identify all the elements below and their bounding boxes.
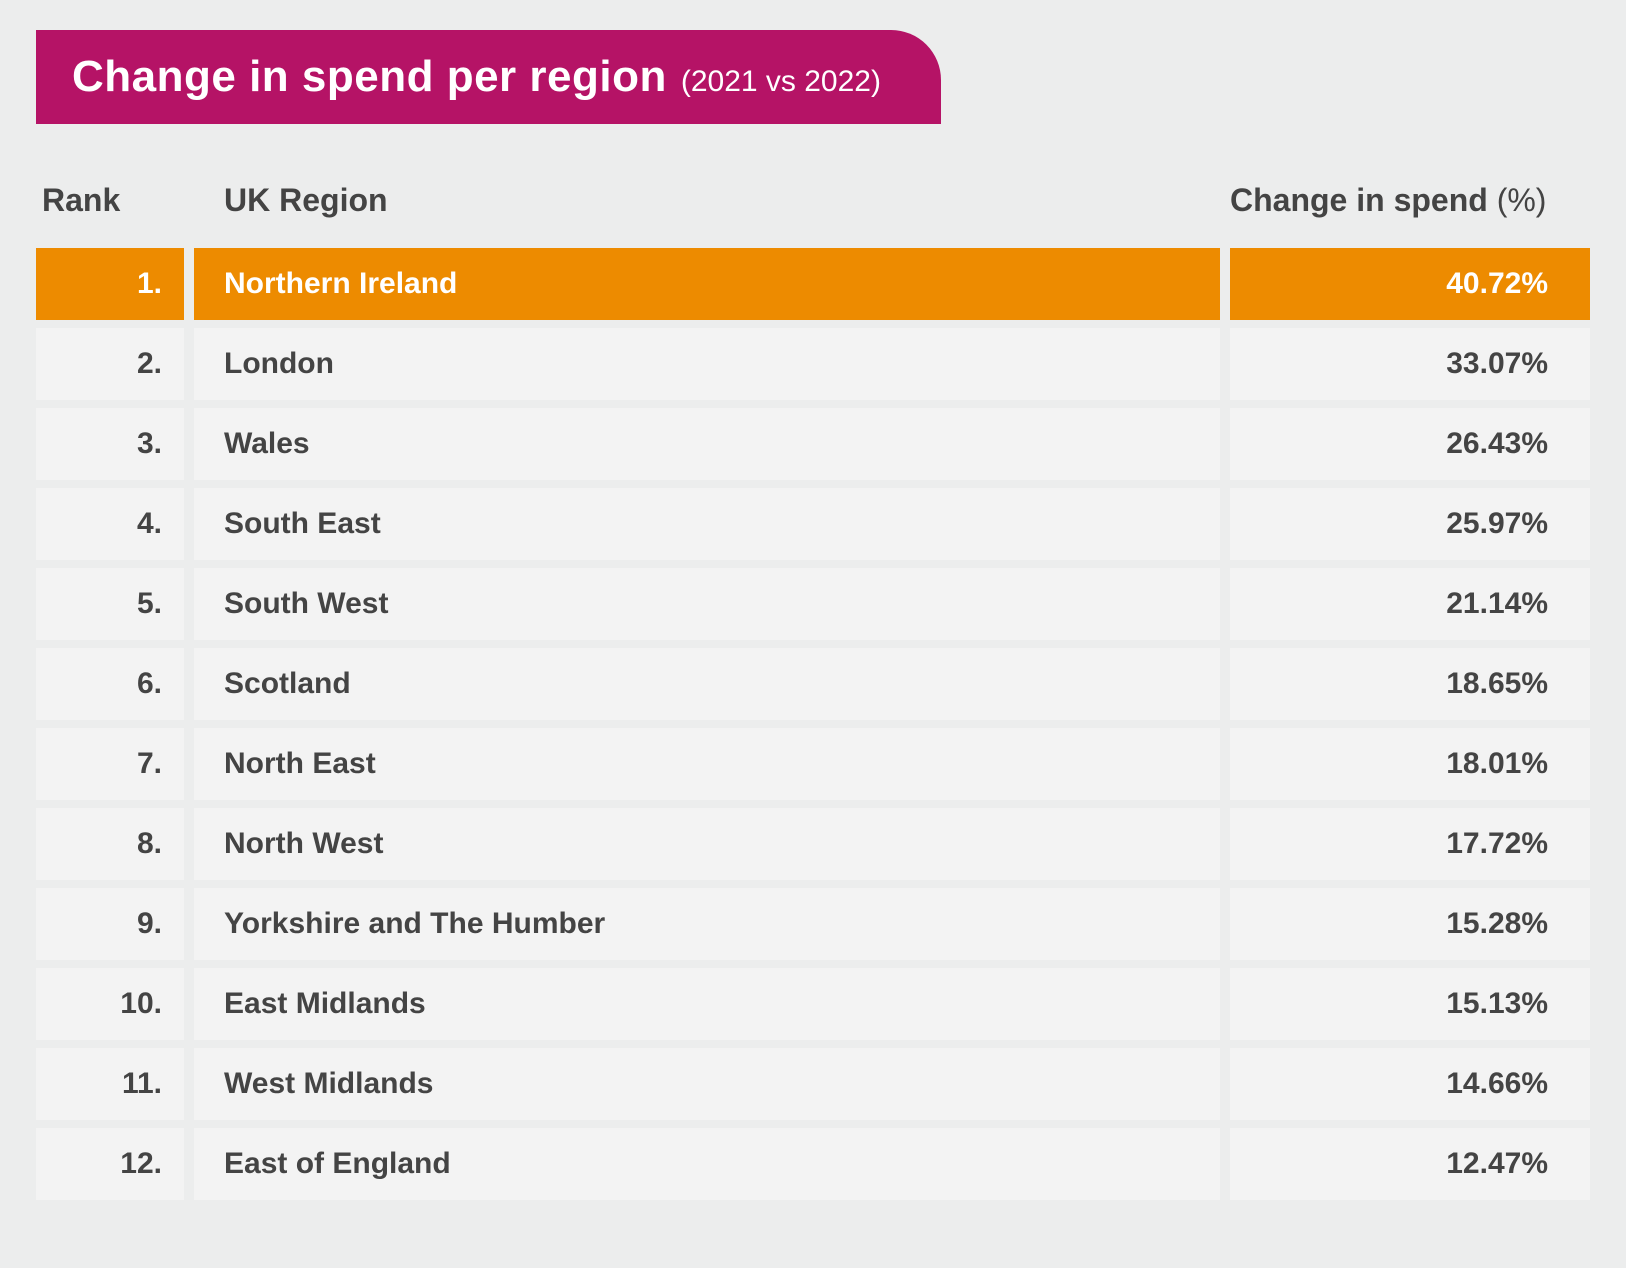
table-row: 12.East of England12.47% (36, 1128, 1590, 1200)
cell-change: 40.72% (1230, 248, 1590, 320)
table-row: 10.East Midlands15.13% (36, 968, 1590, 1040)
cell-region: Yorkshire and The Humber (194, 888, 1220, 960)
cell-change: 33.07% (1230, 328, 1590, 400)
region-spend-table: Rank UK Region Change in spend (%) 1.Nor… (36, 152, 1590, 1200)
cell-change: 18.01% (1230, 728, 1590, 800)
column-header-change: Change in spend (%) (1230, 182, 1590, 219)
cell-rank: 2. (36, 328, 184, 400)
title-main: Change in spend per region (72, 52, 667, 102)
table-row: 2.London33.07% (36, 328, 1590, 400)
cell-region: West Midlands (194, 1048, 1220, 1120)
cell-change: 12.47% (1230, 1128, 1590, 1200)
cell-rank: 4. (36, 488, 184, 560)
cell-rank: 6. (36, 648, 184, 720)
table-row: 9.Yorkshire and The Humber15.28% (36, 888, 1590, 960)
cell-region: Northern Ireland (194, 248, 1220, 320)
cell-rank: 12. (36, 1128, 184, 1200)
cell-rank: 3. (36, 408, 184, 480)
table-row: 5.South West21.14% (36, 568, 1590, 640)
cell-rank: 11. (36, 1048, 184, 1120)
column-header-rank: Rank (36, 182, 184, 219)
cell-region: South East (194, 488, 1220, 560)
cell-region: Scotland (194, 648, 1220, 720)
cell-rank: 7. (36, 728, 184, 800)
table-row: 3.Wales26.43% (36, 408, 1590, 480)
column-header-region: UK Region (194, 182, 1220, 219)
cell-rank: 9. (36, 888, 184, 960)
cell-region: East of England (194, 1128, 1220, 1200)
cell-region: London (194, 328, 1220, 400)
cell-change: 21.14% (1230, 568, 1590, 640)
cell-rank: 1. (36, 248, 184, 320)
table-row: 6.Scotland18.65% (36, 648, 1590, 720)
table-header-row: Rank UK Region Change in spend (%) (36, 152, 1590, 248)
table-row: 11.West Midlands14.66% (36, 1048, 1590, 1120)
cell-region: South West (194, 568, 1220, 640)
table-row: 1.Northern Ireland40.72% (36, 248, 1590, 320)
cell-region: Wales (194, 408, 1220, 480)
title-sub: (2021 vs 2022) (681, 65, 881, 99)
table-body: 1.Northern Ireland40.72% 2.London33.07% 3.… (36, 248, 1590, 1200)
cell-rank: 8. (36, 808, 184, 880)
cell-change: 25.97% (1230, 488, 1590, 560)
cell-region: North West (194, 808, 1220, 880)
cell-rank: 5. (36, 568, 184, 640)
table-row: 7.North East18.01% (36, 728, 1590, 800)
cell-change: 26.43% (1230, 408, 1590, 480)
cell-change: 17.72% (1230, 808, 1590, 880)
cell-region: East Midlands (194, 968, 1220, 1040)
cell-change: 14.66% (1230, 1048, 1590, 1120)
column-header-change-label: Change in spend (1230, 182, 1488, 218)
table-row: 8.North West17.72% (36, 808, 1590, 880)
cell-change: 15.13% (1230, 968, 1590, 1040)
cell-change: 18.65% (1230, 648, 1590, 720)
cell-change: 15.28% (1230, 888, 1590, 960)
title-banner: Change in spend per region (2021 vs 2022… (36, 30, 941, 124)
table-row: 4.South East25.97% (36, 488, 1590, 560)
cell-region: North East (194, 728, 1220, 800)
column-header-change-unit: (%) (1497, 182, 1547, 218)
cell-rank: 10. (36, 968, 184, 1040)
